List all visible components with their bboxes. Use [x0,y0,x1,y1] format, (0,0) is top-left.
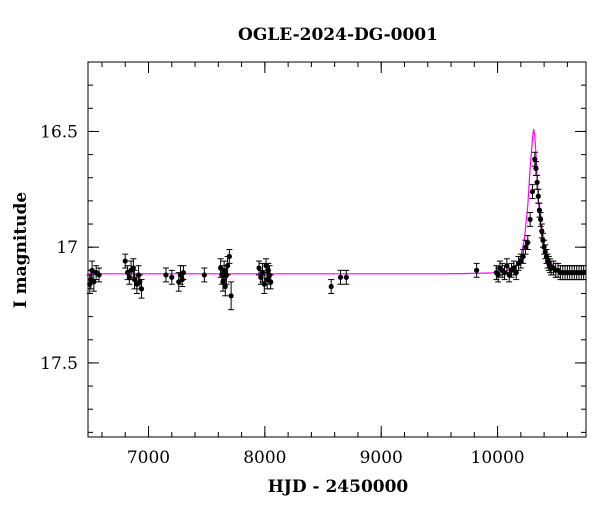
point-marker [221,267,227,273]
point-marker [96,272,102,278]
point-marker [259,270,266,276]
plot-frame [87,61,587,438]
point-marker [522,244,529,250]
data-point [473,262,480,278]
point-marker [533,165,539,172]
data-point [535,188,542,204]
point-marker [222,283,228,290]
point-marker [337,274,344,280]
point-marker [91,279,97,285]
point-marker [328,283,334,290]
chart-title: OGLE-2024-DG-0001 [238,25,438,45]
point-marker [534,179,540,185]
y-tick-label: 17.5 [40,354,78,374]
data-point [536,202,543,218]
data-point [226,249,233,264]
point-marker [169,274,175,280]
data-point [90,272,97,292]
data-point [201,267,208,283]
point-marker [511,265,517,271]
point-marker [265,267,271,273]
data-point [522,239,529,255]
point-marker [163,272,169,278]
x-tick-label: 10000 [471,448,525,468]
data-point [138,279,145,299]
model-curve-layer [88,128,587,275]
data-point [228,281,235,311]
x-axis-title: HJD - 2450000 [268,477,409,497]
data-point [96,267,103,283]
data-point [162,267,169,283]
y-tick-labels: 16.5 17 17.5 [40,122,78,373]
data-point [532,161,539,176]
point-marker [538,216,544,223]
data-point [259,262,266,283]
data-point [168,269,175,285]
point-marker [532,156,538,162]
point-marker [180,270,187,276]
point-marker [263,263,269,269]
point-marker [131,276,138,283]
data-point [256,260,263,276]
point-marker [518,258,524,264]
point-marker [261,281,267,287]
point-marker [527,216,533,223]
point-marker [226,253,232,260]
point-marker [138,286,145,292]
model-curve [88,128,587,275]
data-point [580,265,587,281]
data-point [261,274,268,294]
point-marker [343,274,349,280]
point-marker [535,193,541,199]
point-marker [201,272,207,278]
point-marker [525,239,531,246]
x-tick-label: 7000 [127,448,170,468]
y-tick-label: 17 [56,238,78,258]
data-points-layer [86,151,587,311]
point-marker [89,267,95,273]
data-point [343,269,350,285]
point-marker [529,189,536,195]
point-marker [228,293,234,299]
x-tick-labels: 7000 8000 9000 10000 [127,448,525,468]
y-tick-label: 16.5 [40,122,78,142]
data-point [180,265,187,281]
point-marker [130,265,136,271]
point-marker [474,267,480,273]
data-point [222,276,229,297]
data-point [537,211,544,227]
point-marker [536,207,543,213]
point-marker [504,263,510,269]
data-point [337,269,344,285]
point-marker [122,258,128,264]
point-marker [506,272,512,278]
data-point [524,235,531,250]
point-marker [520,253,526,260]
data-point [534,174,541,190]
data-point [267,274,274,290]
x-tick-label: 9000 [360,448,403,468]
minor-ticks [88,62,586,437]
point-marker [220,279,226,285]
major-ticks [88,62,586,437]
data-point [527,211,534,227]
point-marker [225,263,231,269]
y-axis-title: I magnitude [11,192,31,309]
point-marker [268,279,274,285]
data-point [529,184,536,200]
point-marker [513,270,519,276]
point-marker [581,270,587,276]
x-tick-label: 8000 [243,448,286,468]
point-marker [539,228,545,234]
point-marker [256,265,262,271]
data-point [221,260,228,281]
data-point [328,279,335,294]
